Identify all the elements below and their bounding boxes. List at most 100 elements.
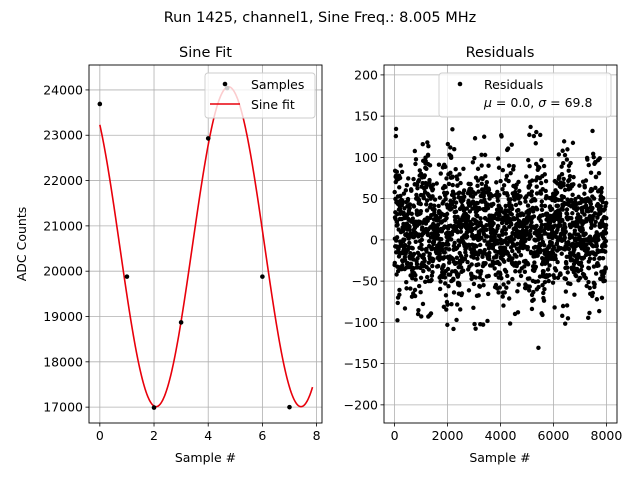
residual-point bbox=[484, 222, 489, 228]
residual-point bbox=[476, 262, 481, 267]
sine-fit-curve bbox=[99, 85, 314, 408]
residual-point bbox=[504, 285, 509, 290]
residual-point bbox=[528, 228, 533, 234]
residual-point bbox=[468, 246, 473, 252]
residual-point bbox=[407, 227, 412, 232]
residual-point bbox=[423, 158, 428, 164]
residual-point bbox=[506, 280, 511, 285]
residual-point bbox=[564, 157, 570, 162]
residual-point bbox=[552, 275, 557, 280]
residual-point bbox=[413, 161, 418, 167]
residual-point bbox=[441, 263, 446, 268]
residual-point bbox=[500, 186, 505, 192]
residual-point bbox=[561, 194, 567, 200]
residual-point bbox=[446, 242, 451, 247]
residual-point bbox=[444, 307, 449, 312]
residual-point bbox=[470, 160, 476, 165]
residual-point bbox=[479, 235, 484, 241]
residual-point bbox=[561, 139, 567, 144]
sine-fit-ylabel: ADC Counts bbox=[14, 207, 29, 282]
sample-point bbox=[260, 274, 265, 279]
residual-point bbox=[456, 272, 461, 277]
residual-point bbox=[517, 269, 522, 274]
residual-point bbox=[397, 175, 403, 181]
residual-point bbox=[454, 255, 460, 261]
residual-point bbox=[438, 171, 443, 176]
residual-point bbox=[540, 312, 545, 318]
residual-point bbox=[455, 176, 460, 182]
residual-point bbox=[475, 166, 481, 172]
residual-point bbox=[413, 277, 418, 282]
residual-point bbox=[539, 222, 545, 228]
residual-point bbox=[596, 237, 601, 243]
residual-point bbox=[533, 198, 538, 203]
residual-point bbox=[592, 282, 597, 287]
sine-fit-y-tick-label: 23000 bbox=[43, 128, 83, 143]
residual-point bbox=[400, 263, 405, 268]
residual-point bbox=[565, 265, 570, 270]
residual-point bbox=[457, 283, 462, 288]
residuals-x-tick-label: 0 bbox=[391, 428, 399, 443]
residual-point bbox=[494, 180, 499, 185]
residual-point bbox=[563, 229, 568, 235]
residual-point bbox=[556, 152, 562, 157]
residual-point bbox=[538, 248, 544, 253]
residual-point bbox=[446, 181, 452, 187]
residual-point bbox=[570, 257, 575, 263]
residual-point bbox=[599, 189, 604, 195]
residual-point bbox=[398, 193, 403, 199]
residuals-y-tick-label: −50 bbox=[352, 274, 378, 289]
residual-point bbox=[425, 152, 431, 158]
sine-fit-y-tick-label: 18000 bbox=[43, 354, 83, 369]
residual-point bbox=[515, 289, 520, 294]
sine-fit-curve-layer bbox=[99, 85, 314, 408]
residual-point bbox=[563, 321, 568, 326]
residual-point bbox=[461, 188, 467, 193]
residual-point bbox=[580, 227, 585, 233]
residual-point bbox=[603, 249, 608, 254]
residual-point bbox=[424, 166, 429, 171]
residual-point bbox=[586, 266, 592, 271]
residual-point bbox=[394, 169, 400, 175]
residual-point bbox=[474, 219, 479, 224]
residual-point bbox=[585, 246, 591, 251]
residual-point bbox=[458, 307, 463, 312]
residual-point bbox=[542, 172, 547, 177]
residual-point bbox=[509, 212, 515, 217]
residual-point bbox=[524, 174, 529, 179]
residual-point bbox=[402, 237, 407, 242]
residual-point bbox=[558, 272, 563, 277]
residual-point bbox=[430, 269, 435, 275]
residual-point bbox=[582, 191, 587, 196]
residual-point bbox=[436, 203, 441, 209]
residual-point bbox=[518, 201, 523, 206]
residual-point bbox=[583, 178, 589, 183]
residual-point bbox=[529, 189, 535, 194]
residual-point bbox=[472, 136, 478, 141]
residual-point bbox=[593, 174, 599, 180]
residual-point bbox=[561, 183, 566, 188]
residual-point bbox=[445, 266, 451, 272]
residual-point bbox=[422, 173, 427, 178]
residual-point bbox=[587, 234, 593, 239]
residual-point bbox=[594, 243, 599, 249]
legend-residuals-label: Residuals bbox=[484, 77, 543, 92]
residual-point bbox=[513, 189, 518, 195]
sine-fit-legend: Samples Sine fit bbox=[204, 72, 316, 119]
residual-point bbox=[486, 291, 491, 297]
residual-point bbox=[525, 244, 531, 250]
residual-point bbox=[589, 187, 595, 193]
residual-point bbox=[394, 235, 400, 240]
sine-fit-y-tick-label: 21000 bbox=[43, 218, 83, 233]
residual-point bbox=[452, 146, 457, 152]
residual-point bbox=[392, 260, 397, 266]
residual-point bbox=[543, 188, 548, 194]
residual-point bbox=[496, 165, 502, 170]
residual-point bbox=[482, 247, 487, 253]
residual-point bbox=[592, 256, 597, 262]
residual-point bbox=[476, 293, 481, 298]
residual-point bbox=[445, 322, 450, 328]
residual-point bbox=[525, 262, 531, 267]
residual-point bbox=[469, 262, 474, 267]
residual-point bbox=[399, 266, 404, 272]
